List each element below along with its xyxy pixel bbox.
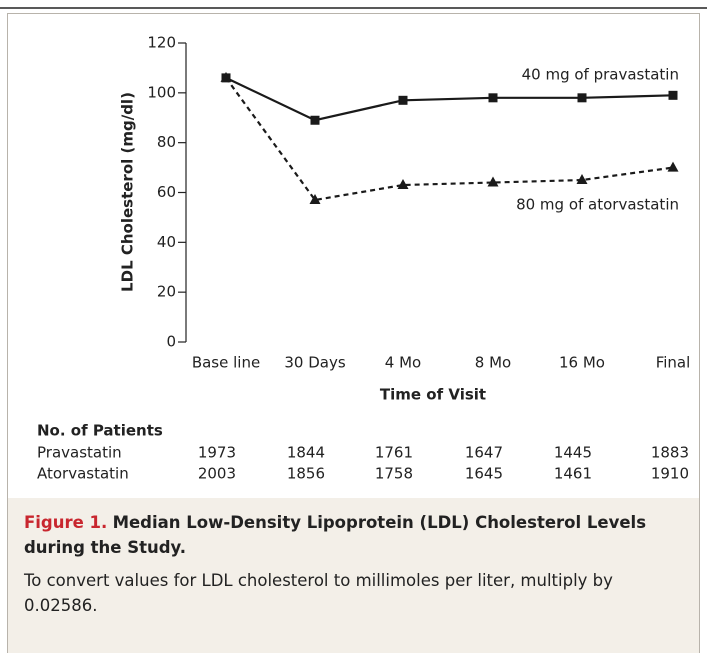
- marker: [220, 71, 232, 82]
- marker: [488, 93, 498, 103]
- y-tick-label: 100: [147, 83, 176, 101]
- x-axis-label: Time of Visit: [380, 386, 486, 404]
- table-cell: 1761: [375, 444, 413, 462]
- x-tick-label: 16 Mo: [559, 354, 605, 372]
- table-cell: 1883: [651, 444, 689, 462]
- table-cell: 1844: [287, 444, 325, 462]
- caption-text: To convert values for LDL cholesterol to…: [24, 571, 613, 615]
- marker: [398, 95, 408, 105]
- y-tick-label: 40: [157, 233, 176, 251]
- x-tick-label: 30 Days: [284, 354, 345, 372]
- series-line: [225, 77, 674, 202]
- marker: [487, 176, 499, 187]
- y-tick-label: 0: [166, 333, 176, 351]
- series-label: 40 mg of pravastatin: [522, 66, 679, 84]
- marker: [309, 193, 321, 204]
- row-label: Pravastatin: [37, 444, 122, 462]
- y-tick-label: 120: [147, 34, 176, 52]
- table-cell: 1758: [375, 465, 413, 483]
- table-cell: 1461: [554, 465, 592, 483]
- series-line: [225, 76, 674, 122]
- marker: [576, 174, 588, 185]
- marker: [397, 179, 409, 190]
- caption-label: Figure 1.: [24, 513, 108, 532]
- table-cell: 1445: [554, 444, 592, 462]
- marker: [668, 90, 678, 100]
- y-tick-label: 80: [157, 133, 176, 151]
- table-cell: 2003: [198, 465, 236, 483]
- y-axis-label: LDL Cholesterol (mg/dl): [119, 92, 137, 292]
- y-tick-label: 60: [157, 183, 176, 201]
- caption: Figure 1. Median Low-Density Lipoprotein…: [8, 498, 699, 653]
- caption-title: Median Low-Density Lipoprotein (LDL) Cho…: [24, 513, 647, 557]
- x-tick-label: 4 Mo: [385, 354, 421, 372]
- table-cell: 1856: [287, 465, 325, 483]
- x-tick-label: Base line: [192, 354, 260, 372]
- x-tick-label: 8 Mo: [475, 354, 511, 372]
- table-cell: 1647: [465, 444, 503, 462]
- table-cell: 1910: [651, 465, 689, 483]
- series-label: 80 mg of atorvastatin: [516, 196, 679, 214]
- marker: [310, 115, 320, 125]
- marker: [577, 93, 587, 103]
- x-tick-label: Final: [656, 354, 691, 372]
- row-label: Atorvastatin: [37, 465, 129, 483]
- table-cell: 1645: [465, 465, 503, 483]
- table-title: No. of Patients: [37, 422, 163, 440]
- y-tick-label: 20: [157, 283, 176, 301]
- marker: [667, 161, 679, 172]
- table-cell: 1973: [198, 444, 236, 462]
